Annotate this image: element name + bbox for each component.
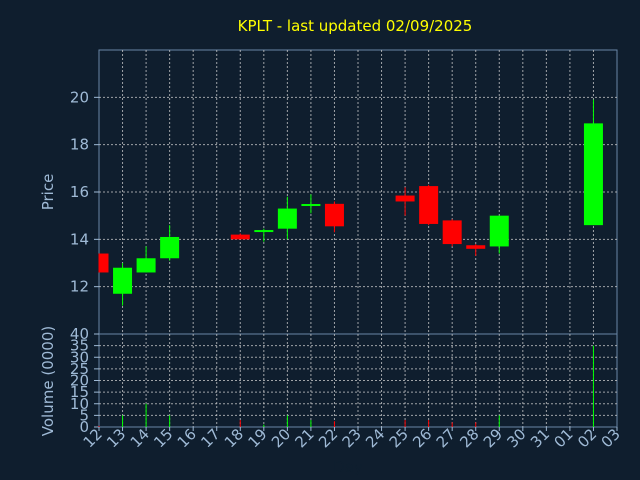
volume-tick-label: 30	[70, 348, 89, 366]
candle-body	[113, 267, 133, 294]
candle	[489, 215, 509, 254]
volume-tick-label: 40	[70, 325, 89, 343]
candles	[98, 99, 603, 306]
candle	[136, 246, 156, 273]
candle	[301, 194, 321, 214]
candle	[160, 225, 180, 261]
candle-body	[395, 195, 415, 202]
candle-body	[136, 258, 156, 273]
volume-bars	[98, 345, 594, 427]
price-y-ticks: 12 14 16 18 20	[70, 88, 99, 296]
candle-body	[466, 245, 486, 249]
candle-body	[489, 215, 509, 247]
price-axis-label: Price	[39, 174, 57, 211]
x-axis-label: Day	[333, 458, 363, 476]
candle-body	[230, 234, 250, 240]
candle-body	[301, 204, 321, 207]
candle-body	[419, 186, 439, 224]
candle	[254, 228, 274, 242]
volume-tick-label: 20	[70, 372, 89, 390]
price-tick-label: 14	[70, 230, 89, 248]
candle-body	[160, 236, 180, 259]
candle	[230, 233, 250, 240]
price-panel: 12 14 16 18 20 Price	[39, 49, 618, 335]
candle-body	[254, 230, 274, 233]
candle	[113, 263, 133, 306]
price-tick-label: 20	[70, 88, 89, 106]
volume-tick-label: 15	[70, 383, 89, 401]
volume-axis-label: Volume (0000)	[39, 326, 57, 436]
candle	[277, 196, 297, 240]
candle	[98, 253, 109, 273]
volume-tick-label: 35	[70, 337, 89, 355]
candle-body	[277, 208, 297, 229]
x-ticks: 1213141516171819202122232425262728293031…	[80, 425, 624, 451]
chart-title: KPLT - last updated 02/09/2025	[238, 17, 473, 35]
volume-tick-label: 0	[79, 418, 89, 436]
candle-body	[442, 220, 462, 245]
candle	[395, 187, 415, 216]
price-tick-label: 12	[70, 278, 89, 296]
volume-tick-label: 10	[70, 395, 89, 413]
price-tick-label: 18	[70, 136, 89, 154]
candle	[324, 201, 344, 233]
candle	[466, 244, 486, 256]
volume-tick-label: 5	[79, 406, 89, 424]
candle	[442, 219, 462, 247]
candle	[583, 99, 603, 226]
price-tick-label: 16	[70, 183, 89, 201]
volume-tick-label: 25	[70, 360, 89, 378]
candle	[419, 184, 439, 226]
candle-body	[99, 253, 109, 273]
candle-body	[324, 203, 344, 227]
candle-body	[583, 123, 603, 226]
